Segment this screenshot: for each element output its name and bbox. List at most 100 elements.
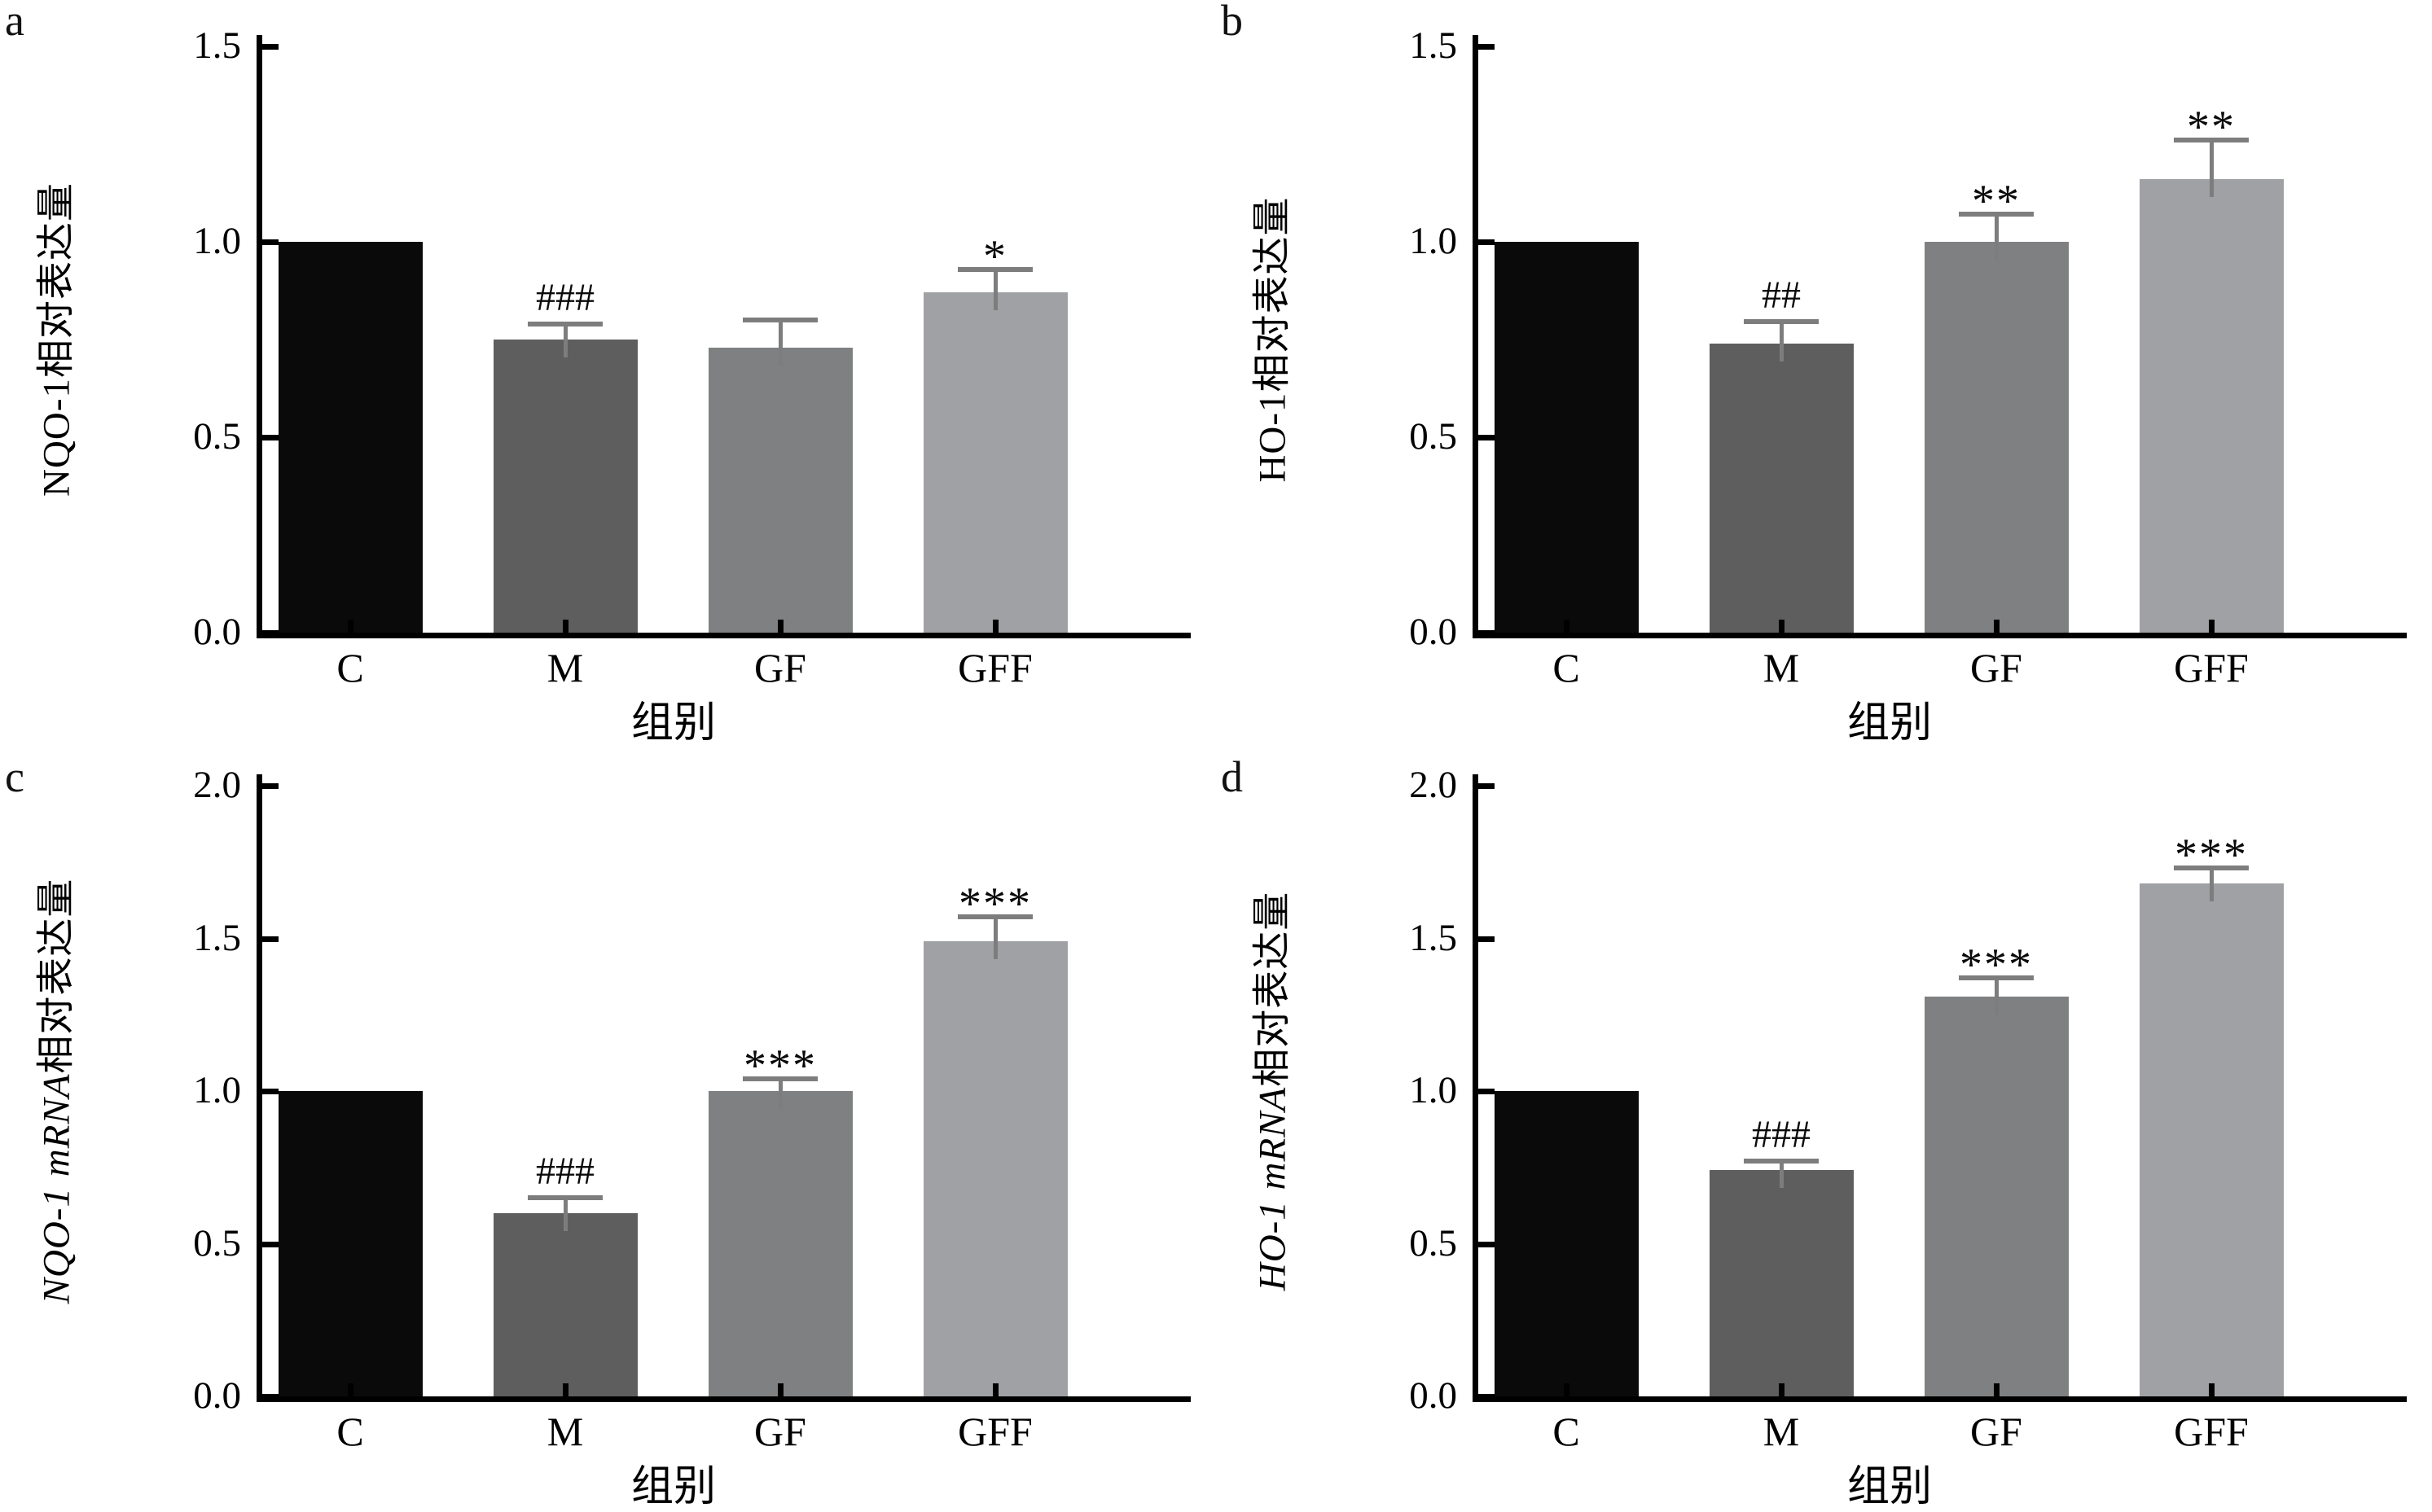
error-cap-GF — [1959, 212, 2034, 217]
y-tick-label-0.0: 0.0 — [193, 611, 241, 653]
plot-area-a: 1.5 1.0 0.5 0.0 C M ### GF GFF * 组别 — [193, 27, 1191, 745]
bar-GFF — [2139, 179, 2284, 633]
gene-name-d: HO-1 mRNA — [1251, 1086, 1294, 1291]
significance-GFF: *** — [959, 879, 1032, 929]
error-cap-GFF — [2174, 866, 2249, 870]
category-label-M: M — [547, 1409, 584, 1454]
error-bar-GFF — [994, 270, 998, 310]
error-bar-GF — [1995, 214, 1999, 260]
bar-GF — [1924, 242, 2069, 633]
x-axis-title: 组别 — [1846, 1464, 1933, 1510]
category-label-GFF: GFF — [958, 645, 1033, 690]
y-tick-label-1.5: 1.5 — [1409, 916, 1457, 959]
ylabel-suffix-b: 相对表达量 — [1251, 196, 1294, 392]
y-tick-label-1.0: 1.0 — [1409, 1069, 1457, 1111]
y-tick-label-1.0: 1.0 — [193, 220, 241, 262]
significance-GF: *** — [744, 1041, 817, 1091]
error-bar-M — [564, 1198, 568, 1231]
error-cap-GFF — [958, 914, 1033, 919]
ylabel-suffix-d: 相对表达量 — [1251, 891, 1294, 1087]
bar-C — [1494, 1091, 1639, 1396]
bar-M — [493, 340, 638, 633]
y-tick-0.0 — [1478, 630, 1495, 636]
category-label-C: C — [1552, 1409, 1580, 1454]
significance-GF: ** — [1972, 176, 2021, 226]
bar-GFF — [923, 941, 1068, 1396]
x-tick-C — [1564, 1383, 1569, 1396]
category-label-C: C — [336, 645, 364, 690]
x-tick-GF — [778, 620, 784, 633]
error-bar-GFF — [2210, 868, 2214, 901]
y-tick-0.0 — [262, 630, 279, 636]
y-tick-label-0.5: 0.5 — [193, 1221, 241, 1264]
x-tick-GF — [1994, 620, 2000, 633]
y-tick-0.0 — [1478, 1394, 1495, 1400]
category-label-GF: GF — [754, 645, 806, 690]
category-label-GFF: GFF — [2174, 1409, 2249, 1454]
y-tick-label-1.5: 1.5 — [193, 916, 241, 959]
significance-GFF: *** — [2175, 830, 2248, 880]
panel-b: b HO-1相对表达量 1.5 1.0 0.5 0.0 C M ## GF ** GFF ** 组别 — [1216, 0, 2432, 756]
error-bar-GF — [1995, 978, 1999, 1015]
y-tick-0.5 — [262, 435, 279, 440]
significance-M: ### — [536, 1150, 595, 1193]
bar-GF — [708, 1091, 853, 1396]
significance-GF: *** — [1960, 940, 2033, 990]
y-tick-label-0.0: 0.0 — [1409, 1374, 1457, 1417]
y-tick-label-1.5: 1.5 — [193, 24, 241, 67]
bar-C — [278, 242, 423, 633]
y-tick-label-1.5: 1.5 — [1409, 24, 1457, 67]
plot-area-b: 1.5 1.0 0.5 0.0 C M ## GF ** GFF ** 组别 — [1409, 27, 2407, 745]
error-bar-GFF — [994, 917, 998, 959]
error-bar-M — [1780, 322, 1784, 362]
panel-letter-d: d — [1221, 752, 1243, 801]
y-axis-label-b: HO-1相对表达量 — [1240, 196, 1297, 482]
y-tick-1.0 — [262, 1089, 279, 1094]
y-tick-0.5 — [1478, 1241, 1495, 1247]
bar-GF — [708, 348, 853, 633]
ylabel-suffix-a: 相对表达量 — [35, 182, 78, 379]
category-label-GF: GF — [1970, 645, 2022, 690]
plot-area-d: 2.0 1.5 1.0 0.5 0.0 C M ### GF *** GFF *** 组别 — [1409, 766, 2407, 1509]
error-bar-M — [1780, 1161, 1784, 1188]
category-label-M: M — [1763, 645, 1800, 690]
x-tick-GFF — [2209, 620, 2215, 633]
bar-GFF — [923, 292, 1068, 633]
y-tick-0.0 — [262, 1394, 279, 1400]
plot-area-c: 2.0 1.5 1.0 0.5 0.0 C M ### GF *** GFF *** 组别 — [193, 766, 1191, 1509]
y-tick-1.5 — [1478, 44, 1495, 50]
y-tick-label-1.0: 1.0 — [1409, 220, 1457, 262]
x-tick-M — [1779, 1383, 1784, 1396]
y-tick-label-0.5: 0.5 — [193, 415, 241, 458]
significance-M: ### — [536, 276, 595, 319]
panel-a: a NQO-1相对表达量 1.5 1.0 0.5 0.0 C M ### GF GFF * 组别 — [0, 0, 1216, 756]
category-label-C: C — [1552, 645, 1580, 690]
panel-c: c NQO-1 mRNA相对表达量 2.0 1.5 1.0 0.5 0.0 C M ### GF… — [0, 752, 1216, 1512]
y-tick-label-1.0: 1.0 — [193, 1069, 241, 1111]
y-tick-label-0.5: 0.5 — [1409, 415, 1457, 458]
x-tick-M — [563, 1383, 568, 1396]
significance-GFF: ** — [2187, 102, 2236, 152]
x-tick-C — [1564, 620, 1569, 633]
y-tick-0.5 — [262, 1241, 279, 1247]
bar-GF — [1924, 997, 2069, 1396]
y-tick-label-2.0: 2.0 — [1409, 764, 1457, 806]
error-bar-M — [564, 324, 568, 357]
error-cap-GF — [1959, 975, 2034, 980]
x-tick-C — [348, 620, 353, 633]
y-axis-label-a: NQO-1相对表达量 — [24, 182, 81, 497]
bar-M — [493, 1213, 638, 1396]
panel-d: d HO-1 mRNA相对表达量 2.0 1.5 1.0 0.5 0.0 C M ### GF *… — [1216, 752, 2432, 1512]
y-tick-1.0 — [262, 239, 279, 245]
error-cap-GF — [743, 318, 818, 322]
x-tick-GF — [778, 1383, 784, 1396]
gene-name-a: NQO-1 — [35, 378, 78, 497]
category-label-C: C — [336, 1409, 364, 1454]
category-label-GF: GF — [1970, 1409, 2022, 1454]
error-cap-M — [1744, 319, 1819, 324]
y-tick-0.5 — [1478, 435, 1495, 440]
x-tick-GF — [1994, 1383, 2000, 1396]
gene-name-b: HO-1 — [1251, 392, 1294, 483]
ylabel-suffix-c: 相对表达量 — [35, 878, 78, 1074]
